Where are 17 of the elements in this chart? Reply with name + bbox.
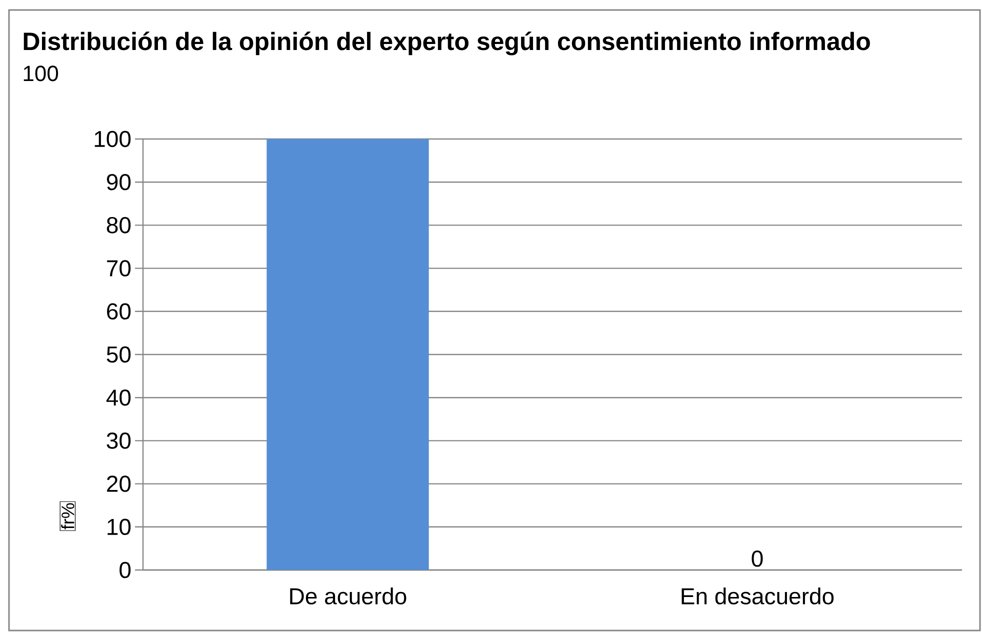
- y-tick-label: 10: [108, 518, 131, 536]
- x-tick-label: De acuerdo: [290, 588, 406, 604]
- chart-subtitle: 100: [24, 66, 58, 82]
- y-tick-label: 100: [94, 130, 131, 148]
- y-axis-title: fr%: [61, 503, 74, 530]
- y-tick-label: 50: [106, 346, 131, 363]
- chart-title: Distribución de la opinión del experto según consentimiento informado: [24, 32, 870, 56]
- y-tick-label: 90: [106, 174, 131, 190]
- data-label: 0: [752, 550, 763, 567]
- x-tick-label: En desacuerdo: [682, 588, 834, 604]
- y-tick-label: 80: [106, 217, 131, 234]
- y-tick-label: 60: [107, 303, 131, 320]
- y-tick-label: 70: [107, 260, 131, 276]
- y-tick-label: 0: [120, 562, 131, 578]
- y-tick-label: 30: [106, 432, 131, 449]
- y-tick-label: 40: [106, 389, 131, 406]
- y-tick-label: 20: [107, 476, 131, 492]
